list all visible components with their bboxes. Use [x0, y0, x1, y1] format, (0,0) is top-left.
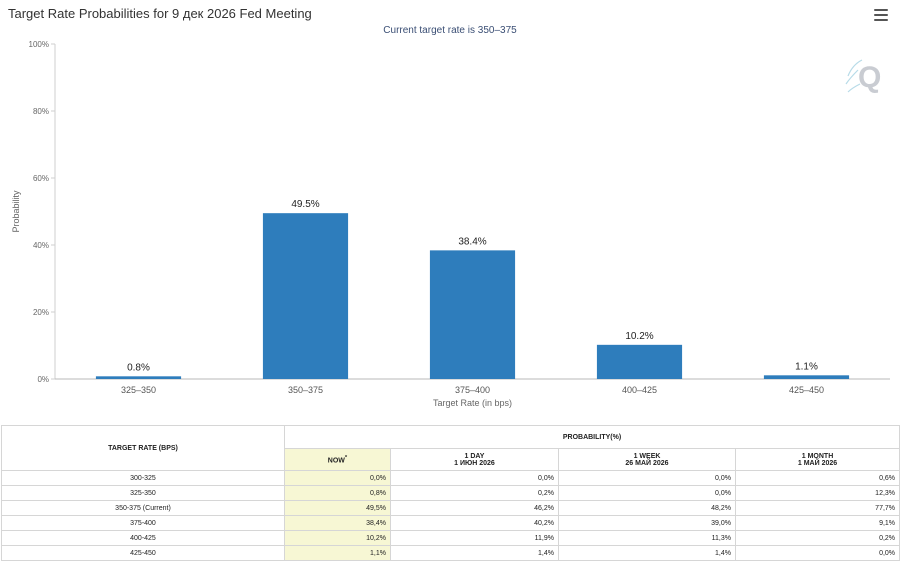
rate-cell: 300-325 — [1, 470, 285, 486]
y-tick-label: 40% — [33, 241, 49, 250]
y-axis-title: Probability — [11, 190, 21, 233]
probability-cell: 46,2% — [390, 500, 559, 516]
probability-cell: 1,4% — [558, 545, 736, 561]
probability-cell: 38,4% — [284, 515, 391, 531]
data-label-2: 49.5% — [291, 199, 319, 210]
rate-cell: 375-400 — [1, 515, 285, 531]
probability-table-container: TARGET RATE (BPS) PROBABILITY(%) NOW* 1 D… — [0, 425, 900, 565]
hamburger-menu-icon[interactable] — [874, 9, 888, 21]
chart-container: Target Rate Probabilities for 9 дек 2026… — [8, 6, 890, 408]
q-logo-icon: Q — [845, 59, 881, 94]
column-header-date: 1 ИЮН 2026 — [454, 459, 495, 467]
probability-cell: 0,2% — [390, 485, 559, 501]
header-target-rate: TARGET RATE (BPS) — [1, 425, 285, 471]
probability-cell: 0,0% — [558, 485, 736, 501]
table-row: 325-350 0,8% 0,2% 0,0% 12,3% — [1, 485, 900, 501]
rate-cell: 425-450 — [1, 545, 285, 561]
y-tick-label: 100% — [29, 40, 49, 49]
probability-cell: 40,2% — [390, 515, 559, 531]
column-header-2[interactable]: 1 DAY 1 ИЮН 2026 — [390, 448, 559, 471]
probability-cell: 48,2% — [558, 500, 736, 516]
column-header-4[interactable]: 1 MONTH 1 МАЙ 2026 — [734, 448, 900, 471]
bar-4 — [596, 344, 683, 379]
column-header-label: NOW — [327, 457, 345, 465]
column-header-label: 1 DAY — [464, 452, 485, 460]
table-row: 375-400 38,4% 40,2% 39,0% 9,1% — [1, 515, 900, 531]
y-tick-label: 60% — [33, 174, 49, 183]
probability-cell: 11,9% — [390, 530, 559, 546]
table-row: 300-325 0,0% 0,0% 0,0% 0,6% — [1, 470, 900, 486]
bar-5 — [763, 375, 850, 379]
header-probability: PROBABILITY(%) — [283, 425, 900, 449]
data-label-1: 0.8% — [127, 362, 150, 373]
probability-cell: 0,6% — [734, 470, 900, 486]
x-axis-title: Target Rate (in bps) — [433, 398, 512, 408]
table-row: 425-450 1,1% 1,4% 1,4% 0,0% — [1, 545, 900, 561]
column-header-label: 1 MONTH — [801, 452, 834, 460]
probability-cell: 0,0% — [390, 470, 559, 486]
y-tick-label: 80% — [33, 107, 49, 116]
x-tick-label-2: 350–375 — [288, 385, 323, 395]
probability-cell: 10,2% — [284, 530, 391, 546]
x-tick-label-3: 375–400 — [455, 385, 490, 395]
probability-cell: 11,3% — [558, 530, 736, 546]
data-label-5: 1.1% — [795, 361, 818, 372]
svg-text:Q: Q — [858, 61, 881, 94]
probability-cell: 49,5% — [284, 500, 391, 516]
probability-cell: 0,0% — [734, 545, 900, 561]
bar-2 — [262, 213, 349, 379]
probability-cell: 12,3% — [734, 485, 900, 501]
bar-1 — [95, 376, 182, 379]
data-label-4: 10.2% — [625, 331, 653, 342]
probability-cell: 39,0% — [558, 515, 736, 531]
bar-3 — [429, 250, 516, 379]
probability-table: TARGET RATE (BPS) PROBABILITY(%) NOW* 1 D… — [1, 425, 900, 561]
probability-cell: 0,0% — [558, 470, 736, 486]
chart-title: Target Rate Probabilities for 9 дек 2026… — [8, 6, 312, 21]
y-tick-label: 0% — [37, 375, 49, 384]
bar-chart: 0% 20% 40% 60% 80% 100% 0.8% 325–350 49.5% 350–37… — [11, 40, 890, 408]
probability-cell: 1,4% — [390, 545, 559, 561]
probability-cell: 0,8% — [284, 485, 391, 501]
column-header-date: 26 МАЙ 2026 — [625, 459, 669, 467]
column-header-label: 1 WEEK — [633, 452, 661, 460]
probability-cell: 77,7% — [734, 500, 900, 516]
x-tick-label-1: 325–350 — [121, 385, 156, 395]
x-tick-label-4: 400–425 — [622, 385, 657, 395]
probability-cell: 0,0% — [284, 470, 391, 486]
rate-cell: 400-425 — [1, 530, 285, 546]
rate-cell: 350-375 (Current) — [1, 500, 285, 516]
column-header-3[interactable]: 1 WEEK 26 МАЙ 2026 — [558, 448, 736, 471]
column-header-1[interactable]: NOW* — [284, 448, 391, 471]
x-tick-label-5: 425–450 — [789, 385, 824, 395]
rate-cell: 325-350 — [1, 485, 285, 501]
probability-cell: 1,1% — [284, 545, 391, 561]
y-tick-label: 20% — [33, 308, 49, 317]
probability-cell: 9,1% — [734, 515, 900, 531]
column-header-date: 1 МАЙ 2026 — [797, 459, 838, 467]
table-row: 350-375 (Current) 49,5% 46,2% 48,2% 77,7% — [1, 500, 900, 516]
chart-subtitle: Current target rate is 350–375 — [383, 25, 517, 36]
data-label-3: 38.4% — [458, 236, 486, 247]
probability-cell: 0,2% — [734, 530, 900, 546]
table-row: 400-425 10,2% 11,9% 11,3% 0,2% — [1, 530, 900, 546]
column-header-marker: * — [344, 454, 348, 461]
